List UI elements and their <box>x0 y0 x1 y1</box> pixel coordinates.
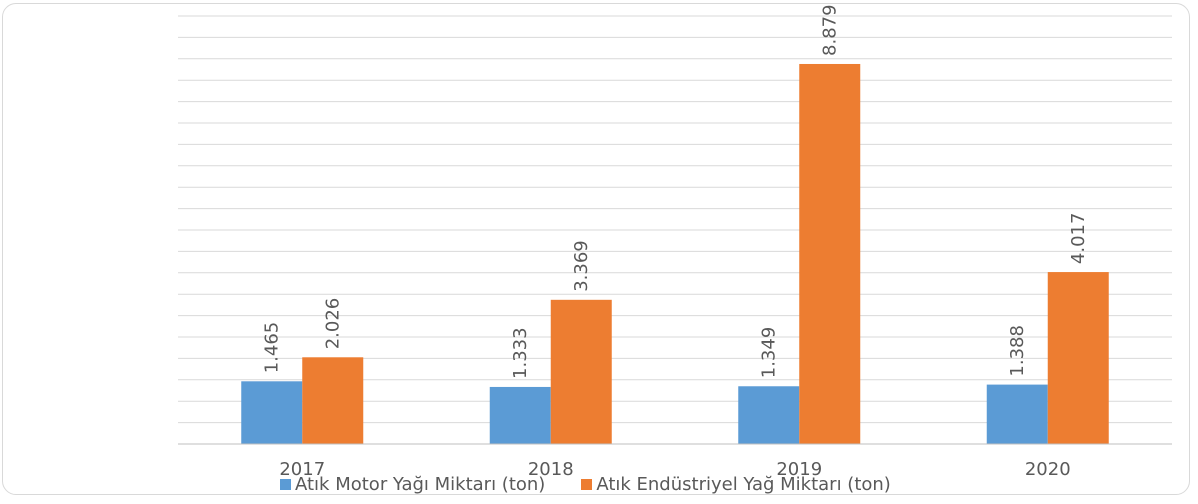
x-tick-label-2020: 2020 <box>1025 459 1071 480</box>
x-tick-label-2017: 2017 <box>279 459 325 480</box>
data-label-motor-2017: 1.465 <box>262 322 283 374</box>
legend-swatch-series2 <box>581 479 593 490</box>
bar-motor-2017 <box>241 381 303 444</box>
x-tick-label-2018: 2018 <box>528 459 574 480</box>
x-tick-label-2019: 2019 <box>776 459 822 480</box>
data-label-motor-2020: 1.388 <box>1007 325 1028 377</box>
data-label-endustriyel-2020: 4.017 <box>1068 213 1089 265</box>
legend-label-series2: Atık Endüstriyel Yağ Miktarı (ton) <box>596 474 891 495</box>
data-label-endustriyel-2018: 3.369 <box>571 240 592 292</box>
legend-label-series1: Atık Motor Yağı Miktarı (ton) <box>295 474 546 495</box>
data-label-endustriyel-2017: 2.026 <box>323 298 344 350</box>
bar-motor-2020 <box>986 384 1048 444</box>
legend: Atık Motor Yağı Miktarı (ton) Atık Endüs… <box>280 474 891 495</box>
legend-item-series2: Atık Endüstriyel Yağ Miktarı (ton) <box>581 474 891 495</box>
bar-endustriyel-2019 <box>799 63 861 445</box>
data-label-motor-2019: 1.349 <box>759 327 780 379</box>
bar-endustriyel-2017 <box>302 357 364 444</box>
data-label-motor-2018: 1.333 <box>510 327 531 379</box>
bar-motor-2018 <box>489 386 551 444</box>
bar-motor-2019 <box>738 386 800 444</box>
legend-swatch-series1 <box>280 479 291 490</box>
bar-endustriyel-2018 <box>550 299 612 444</box>
legend-item-series1: Atık Motor Yağı Miktarı (ton) <box>280 474 545 495</box>
bar-endustriyel-2020 <box>1047 272 1109 444</box>
data-label-endustriyel-2019: 8.879 <box>820 4 841 56</box>
